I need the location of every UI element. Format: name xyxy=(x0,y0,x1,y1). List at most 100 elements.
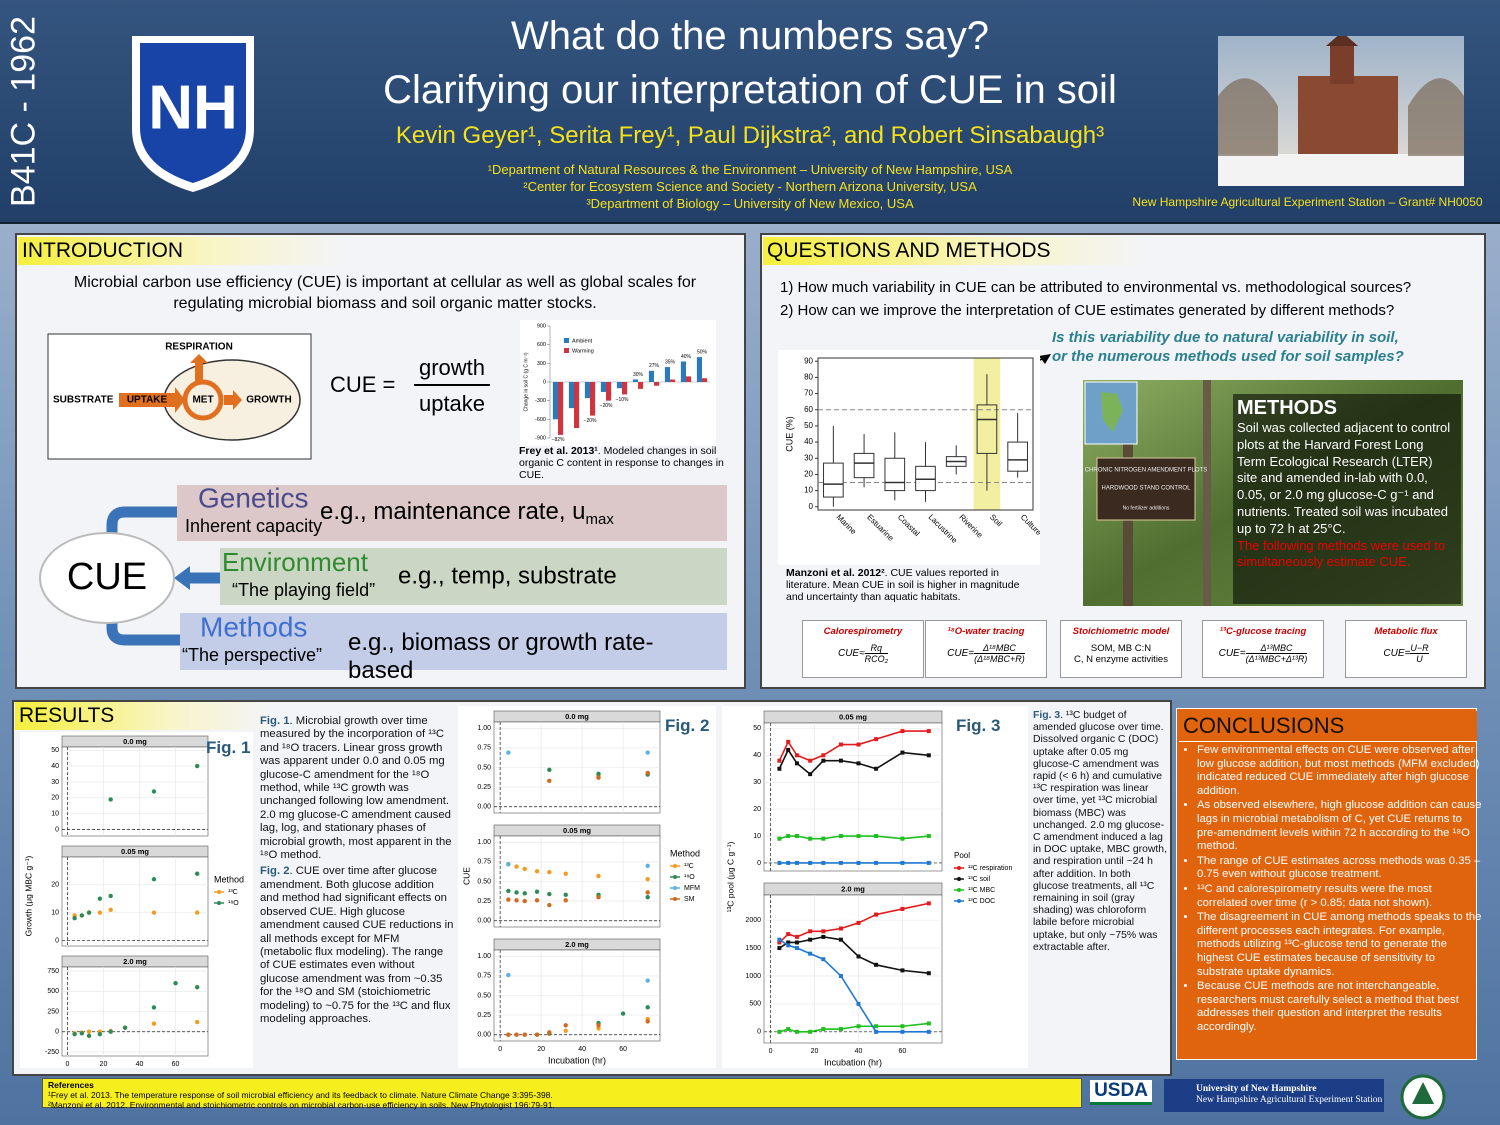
question: 1) How much variability in CUE can be at… xyxy=(780,279,1412,296)
forest-photo: CHRONIC NITROGEN AMENDMENT PLOTS HARDWOO… xyxy=(1083,380,1463,606)
bar xyxy=(552,382,558,420)
manzoni-caption: Manzoni et al. 2012². CUE values reporte… xyxy=(786,567,1036,603)
x-tick-label: Coastal xyxy=(896,513,922,539)
bar xyxy=(632,379,638,382)
y-tick-label: 250 xyxy=(47,1008,59,1015)
unh-logo: NH xyxy=(132,36,254,192)
data-point xyxy=(522,866,527,872)
data-point xyxy=(645,863,650,869)
y-tick-label: 750 xyxy=(47,968,59,975)
y-tick-label: 0 xyxy=(543,379,546,385)
facet-panel xyxy=(61,856,209,947)
methods-overlay xyxy=(1233,394,1461,604)
series-line xyxy=(778,936,929,974)
data-point xyxy=(645,978,650,983)
bar-note: 30% xyxy=(633,372,644,378)
data-point xyxy=(547,767,552,773)
data-point xyxy=(856,761,861,766)
legend-dot xyxy=(957,899,961,903)
data-point xyxy=(108,797,113,802)
data-point xyxy=(926,971,931,976)
conclusion: ¹³C and calorespirometry results were th… xyxy=(1197,883,1482,910)
data-point xyxy=(194,763,200,769)
legend-swatch xyxy=(564,338,569,343)
data-point xyxy=(777,860,782,865)
y-tick-label: 30 xyxy=(804,453,813,462)
frey-chart: Change in soil C (g C m⁻²) -900 -600 -300 0 3… xyxy=(520,320,716,446)
x-tick-label: 0 xyxy=(769,1048,773,1055)
data-point xyxy=(821,860,826,865)
y-tick-label: 10 xyxy=(753,833,761,840)
conclusion: Because CUE methods are not interchangea… xyxy=(1197,980,1482,1034)
manzoni-chart: CUE (%) 0 10 20 30 40 50 60 70 80 90 Marine Estuarin… xyxy=(778,350,1040,565)
denominator: (Δ¹⁸MBC+R) xyxy=(974,654,1025,664)
legend-dot xyxy=(673,897,677,901)
data-point xyxy=(777,1029,782,1034)
data-point xyxy=(794,834,799,839)
data-point xyxy=(596,894,601,900)
y-axis-label: Growth (μg MBC g⁻¹) xyxy=(23,855,33,936)
arrow xyxy=(190,354,208,381)
factor-bar xyxy=(177,485,727,541)
data-point xyxy=(596,1026,601,1031)
data-point xyxy=(900,906,905,911)
caption-label: Fig. 1 xyxy=(260,715,290,727)
figure-2: 0.0 mg 0.00 0.25 0.50 0.75 1.00 0.05 mg 0.00 0.2… xyxy=(461,710,700,1065)
data-point xyxy=(808,1029,813,1034)
data-point xyxy=(821,753,826,758)
data-point xyxy=(838,937,843,942)
fraction: Δ¹³MBC (Δ¹³MBC+Δ¹³R) xyxy=(1245,643,1308,664)
formula: CUE= Δ¹³MBC (Δ¹³MBC+Δ¹³R) xyxy=(1203,643,1323,664)
formula-lhs: CUE≈ xyxy=(837,648,865,660)
data-point xyxy=(900,860,905,865)
legend-title: Pool xyxy=(954,851,970,860)
factor-sub: Inherent capacity xyxy=(185,516,322,536)
method-title: ¹³C-glucose tracing xyxy=(1219,626,1307,637)
trunk xyxy=(1203,380,1211,606)
x-axis-label: Incubation (hr) xyxy=(548,1055,606,1065)
data-point xyxy=(194,910,200,915)
seal xyxy=(1400,1074,1446,1120)
method-title: Metabolic flux xyxy=(1374,626,1438,637)
bar xyxy=(680,361,686,382)
numerator: U−R xyxy=(1410,643,1429,654)
factor-diagram: CUE Genetics Inherent capacity e.g., mai… xyxy=(39,482,727,670)
data-point xyxy=(645,876,650,882)
x-tick-label: Soil xyxy=(988,513,1004,529)
data-point xyxy=(506,888,511,894)
data-point xyxy=(72,915,77,921)
logo-text: NH xyxy=(148,73,238,142)
data-point xyxy=(151,789,157,794)
bar-note: 35% xyxy=(665,359,676,365)
y-tick-label: 10 xyxy=(51,909,59,916)
example: e.g., maintenance rate, u xyxy=(320,498,586,525)
y-tick-label: 50 xyxy=(51,747,59,754)
legend-dot xyxy=(957,888,961,892)
conclusions-heading: CONCLUSIONS xyxy=(1179,711,1477,742)
cue-ellipse xyxy=(39,532,175,624)
data-point xyxy=(596,1023,601,1028)
method-line: C, N enzyme activities xyxy=(1074,654,1168,665)
bar xyxy=(616,382,622,389)
data-point xyxy=(151,1005,157,1010)
y-tick-label: 0.00 xyxy=(477,804,491,811)
x-axis-label: Incubation (hr) xyxy=(824,1057,882,1067)
data-point xyxy=(777,946,782,951)
data-point xyxy=(900,729,905,734)
affiliation: ²Center for Ecosystem Science and Societ… xyxy=(523,179,977,194)
legend-label: Warming xyxy=(572,348,594,354)
y-tick-label: 40 xyxy=(804,437,813,446)
data-point xyxy=(786,747,791,752)
facet-title: 2.0 mg xyxy=(565,940,589,949)
y-tick-label: 0 xyxy=(757,860,761,867)
data-point xyxy=(786,860,791,865)
methods-box: METHODS Soil was collected adjacent to c… xyxy=(1237,396,1452,571)
x-tick-label: 40 xyxy=(136,1061,144,1068)
growth: GROWTH xyxy=(246,395,292,406)
data-point xyxy=(786,834,791,839)
legend-dot xyxy=(217,890,221,894)
data-point xyxy=(838,973,843,978)
equation-numerator: growth xyxy=(414,355,490,386)
bar xyxy=(670,379,676,382)
methods-heading: METHODS xyxy=(1237,397,1337,419)
